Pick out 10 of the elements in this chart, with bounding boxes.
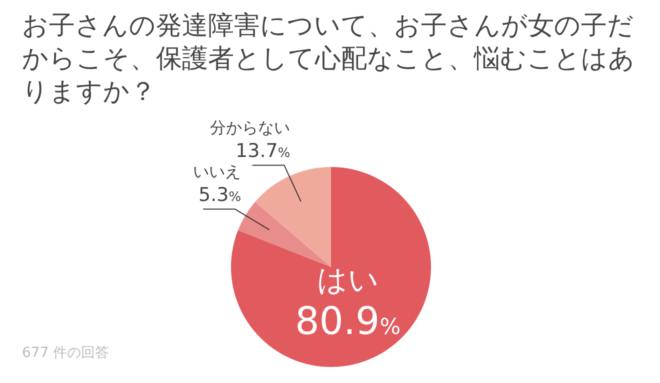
data-label: 13.7% <box>236 140 290 162</box>
slice-label: 分からない <box>210 118 290 138</box>
chart-title: お子さんの発達障害について、お子さんが女の子だからこそ、保護者として心配なこと、悩むことはありますか？ <box>22 10 636 109</box>
slice-label: はい <box>316 262 379 298</box>
text: 677 件の回答 <box>22 344 110 362</box>
data-label: 5.3% <box>198 184 242 206</box>
pie-slice <box>238 202 331 267</box>
pie-slice <box>255 167 331 267</box>
slice-label: いいえ <box>193 162 242 182</box>
data-label: 80.9% <box>295 298 401 343</box>
